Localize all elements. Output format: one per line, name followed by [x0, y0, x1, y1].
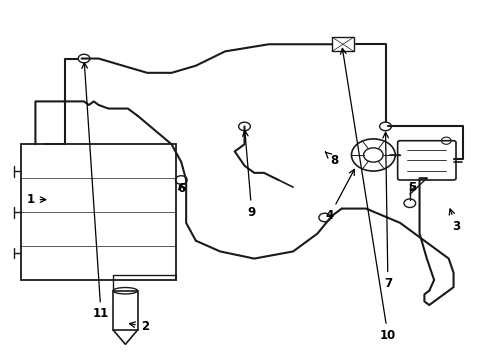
Bar	[331, 37, 353, 51]
Text: 9: 9	[242, 131, 255, 219]
Text: 6: 6	[177, 183, 185, 195]
Text: 10: 10	[340, 48, 395, 342]
Text: 5: 5	[407, 181, 415, 194]
Text: 7: 7	[382, 132, 391, 290]
Text: 1: 1	[26, 193, 46, 206]
Text: 4: 4	[325, 170, 354, 222]
Text: 2: 2	[129, 320, 148, 333]
Bar	[21, 144, 176, 280]
Text: 3: 3	[448, 209, 459, 233]
Bar	[113, 291, 137, 330]
Text: 8: 8	[325, 152, 338, 167]
Text: 11: 11	[82, 63, 109, 320]
